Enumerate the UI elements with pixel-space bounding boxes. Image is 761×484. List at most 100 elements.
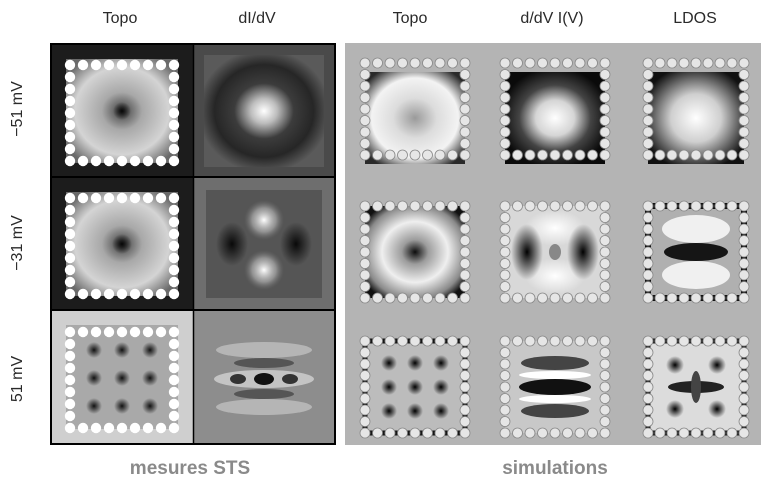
adatom-dot xyxy=(359,200,371,212)
adatom-dot xyxy=(499,80,511,92)
adatom-dot xyxy=(512,149,523,161)
sim-topo-plus51 xyxy=(362,338,468,436)
adatom-dot xyxy=(359,92,371,103)
adatom-dot xyxy=(726,57,738,69)
adatom-dot xyxy=(599,381,611,393)
adatom-dot xyxy=(64,216,76,228)
adatom-dot xyxy=(384,200,396,212)
adatom-dot xyxy=(599,212,611,223)
adatom-dot xyxy=(64,422,76,434)
adatom-dot xyxy=(359,427,371,439)
adatom-dot xyxy=(599,200,611,212)
adatom-dot xyxy=(397,335,408,347)
adatom-dot xyxy=(142,326,154,338)
adatom-dot xyxy=(738,235,750,246)
adatom-dot xyxy=(738,292,750,304)
adatom-dot xyxy=(599,246,611,258)
adatom-dot xyxy=(359,80,371,92)
adatom-dot xyxy=(738,138,750,149)
adatom-dot xyxy=(64,240,76,252)
adatom-dot xyxy=(142,59,154,71)
adatom-dot xyxy=(666,57,678,69)
adatom-dot xyxy=(359,258,371,269)
adatom-dot xyxy=(359,212,371,223)
adatom-dot xyxy=(459,235,471,246)
adatom-dot xyxy=(499,381,511,393)
adatom-dot xyxy=(599,69,611,80)
adatom-dot xyxy=(422,335,433,347)
adatom-dot xyxy=(574,292,586,304)
col-label-exp-didv: dI/dV xyxy=(238,10,276,27)
adatom-dot xyxy=(103,155,115,167)
row-label-minus31: −31 mV xyxy=(9,215,26,271)
adatom-dot xyxy=(116,192,128,204)
adatom-dot xyxy=(447,335,458,347)
adatom-dot xyxy=(642,126,654,138)
col-label-exp-topo: Topo xyxy=(102,10,138,27)
adatom-dot xyxy=(512,427,523,439)
sim-topo-minus51 xyxy=(365,72,465,164)
adatom-dot xyxy=(599,347,611,358)
adatom-dot xyxy=(168,155,180,167)
adatom-dot xyxy=(372,149,383,161)
adatom-dot xyxy=(459,103,471,115)
adatom-dot xyxy=(666,427,678,439)
adatom-dot xyxy=(642,223,654,235)
adatom-dot xyxy=(702,200,714,212)
adatom-dot xyxy=(459,115,471,126)
adatom-dot xyxy=(447,200,458,212)
adatom-dot xyxy=(359,246,371,258)
adatom-dot xyxy=(116,326,128,338)
adatom-dot xyxy=(642,69,654,80)
adatom-dot xyxy=(64,155,76,167)
adatom-dot xyxy=(447,292,458,304)
adatom-dot xyxy=(64,83,76,95)
adatom-dot xyxy=(678,149,690,161)
adatom-dot xyxy=(116,59,128,71)
adatom-dot xyxy=(459,416,471,427)
sim-didv-minus51 xyxy=(505,72,605,164)
adatom-dot xyxy=(168,240,180,252)
adatom-dot xyxy=(499,416,511,427)
adatom-dot xyxy=(666,292,678,304)
adatom-dot xyxy=(168,398,180,410)
row-label-minus51: −51 mV xyxy=(9,81,26,137)
adatom-dot xyxy=(359,381,371,393)
adatom-dot xyxy=(129,422,141,434)
adatom-dot xyxy=(678,427,690,439)
adatom-dot xyxy=(116,155,128,167)
adatom-dot xyxy=(599,92,611,103)
adatom-dot xyxy=(459,335,471,347)
adatom-dot xyxy=(434,335,446,347)
adatom-dot xyxy=(142,192,154,204)
sim-adatom-rings xyxy=(359,57,750,439)
adatom-dot xyxy=(359,269,371,281)
adatom-dot xyxy=(168,410,180,422)
adatom-dot xyxy=(726,292,738,304)
adatom-dot xyxy=(642,92,654,103)
adatom-dot xyxy=(103,422,115,434)
adatom-dot xyxy=(409,292,421,304)
adatom-dot xyxy=(666,335,678,347)
col-label-sim-topo: Topo xyxy=(392,10,428,27)
adatom-dot xyxy=(422,200,433,212)
adatom-dot xyxy=(359,235,371,246)
adatom-dot xyxy=(359,370,371,381)
adatom-dot xyxy=(524,292,536,304)
adatom-dot xyxy=(499,223,511,235)
adatom-dot xyxy=(599,335,611,347)
adatom-dot xyxy=(64,131,76,143)
adatom-dot xyxy=(714,427,726,439)
adatom-dot xyxy=(562,57,573,69)
adatom-dot xyxy=(397,427,408,439)
adatom-dot xyxy=(642,393,654,404)
adatom-dot xyxy=(359,292,371,304)
adatom-dot xyxy=(64,119,76,131)
adatom-dot xyxy=(537,149,548,161)
exp-adatom-rings xyxy=(64,59,180,434)
adatom-dot xyxy=(512,292,523,304)
adatom-dot xyxy=(359,416,371,427)
adatom-dot xyxy=(599,235,611,246)
adatom-dot xyxy=(738,80,750,92)
adatom-dot xyxy=(168,350,180,362)
